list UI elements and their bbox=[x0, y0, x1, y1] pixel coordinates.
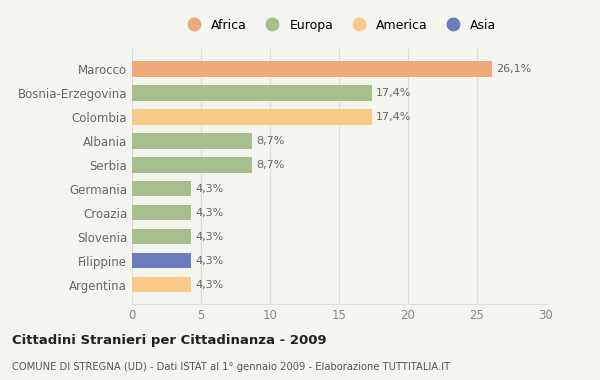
Text: 8,7%: 8,7% bbox=[256, 136, 284, 146]
Text: 17,4%: 17,4% bbox=[376, 88, 412, 98]
Text: Cittadini Stranieri per Cittadinanza - 2009: Cittadini Stranieri per Cittadinanza - 2… bbox=[12, 334, 326, 347]
Bar bbox=[132, 85, 372, 101]
Text: 4,3%: 4,3% bbox=[196, 184, 224, 194]
Text: 26,1%: 26,1% bbox=[496, 64, 532, 74]
Bar bbox=[132, 229, 191, 244]
Legend: Africa, Europa, America, Asia: Africa, Europa, America, Asia bbox=[178, 15, 500, 35]
Text: 4,3%: 4,3% bbox=[196, 232, 224, 242]
Bar bbox=[132, 157, 252, 173]
Bar bbox=[132, 205, 191, 220]
Bar bbox=[132, 133, 252, 149]
Bar bbox=[132, 109, 372, 125]
Text: 17,4%: 17,4% bbox=[376, 112, 412, 122]
Bar bbox=[132, 61, 492, 76]
Bar bbox=[132, 277, 191, 293]
Text: 4,3%: 4,3% bbox=[196, 208, 224, 218]
Text: 8,7%: 8,7% bbox=[256, 160, 284, 170]
Bar bbox=[132, 181, 191, 196]
Text: 4,3%: 4,3% bbox=[196, 256, 224, 266]
Bar bbox=[132, 253, 191, 268]
Text: 4,3%: 4,3% bbox=[196, 280, 224, 290]
Text: COMUNE DI STREGNA (UD) - Dati ISTAT al 1° gennaio 2009 - Elaborazione TUTTITALIA: COMUNE DI STREGNA (UD) - Dati ISTAT al 1… bbox=[12, 363, 450, 372]
